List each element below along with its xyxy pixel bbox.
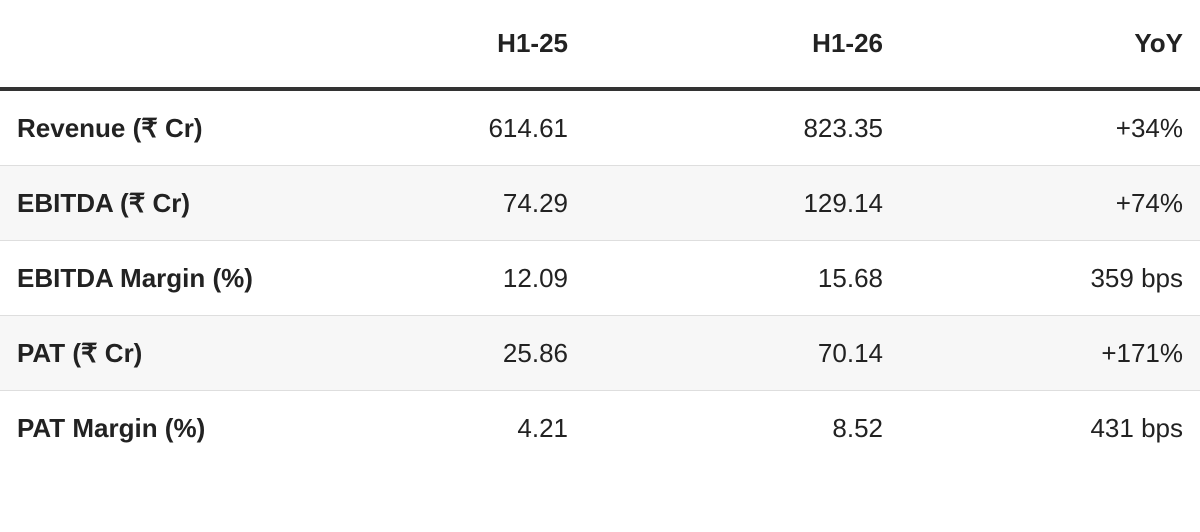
table-body: Revenue (₹ Cr) 614.61 823.35 +34% EBITDA (₹ … [0, 89, 1200, 465]
header-cell: H1-26 [585, 0, 900, 91]
header-row: H1-25 H1-26 YoY [0, 0, 1200, 91]
cell: 15.68 [585, 240, 900, 316]
cell: +34% [900, 89, 1200, 166]
cell: 129.14 [585, 165, 900, 241]
row-label: Revenue (₹ Cr) [0, 89, 330, 166]
row-label: PAT (₹ Cr) [0, 315, 330, 391]
table-row: EBITDA Margin (%) 12.09 15.68 359 bps [0, 240, 1200, 316]
table-row: EBITDA (₹ Cr) 74.29 129.14 +74% [0, 165, 1200, 241]
cell: 25.86 [330, 315, 585, 391]
table-row: PAT (₹ Cr) 25.86 70.14 +171% [0, 315, 1200, 391]
cell: 431 bps [1090, 412, 1183, 443]
cell: 70.14 [585, 315, 900, 391]
cell: 4.21 [517, 412, 568, 443]
table-header: H1-25 H1-26 YoY [0, 0, 1200, 91]
table-row: PAT Margin (%) 4.21 8.52 431 bps [0, 391, 1200, 466]
header-cell: YoY [900, 0, 1200, 91]
cell: +74% [900, 165, 1200, 241]
data-table: H1-25 H1-26 YoY Revenue (₹ Cr) 614.61 823.35… [0, 0, 1200, 465]
cell: +171% [900, 315, 1200, 391]
row-label: EBITDA Margin (%) [0, 240, 330, 316]
cell: 823.35 [585, 89, 900, 166]
row-label: PAT Margin (%) [17, 412, 206, 443]
row-label: EBITDA (₹ Cr) [0, 165, 330, 241]
table-row: Revenue (₹ Cr) 614.61 823.35 +34% [0, 89, 1200, 166]
cell: 12.09 [330, 240, 585, 316]
cell: 614.61 [330, 89, 585, 166]
header-cell [0, 0, 330, 91]
cell: 8.52 [832, 412, 883, 443]
cell: 74.29 [330, 165, 585, 241]
header-cell: H1-25 [330, 0, 585, 91]
cell: 359 bps [900, 240, 1200, 316]
